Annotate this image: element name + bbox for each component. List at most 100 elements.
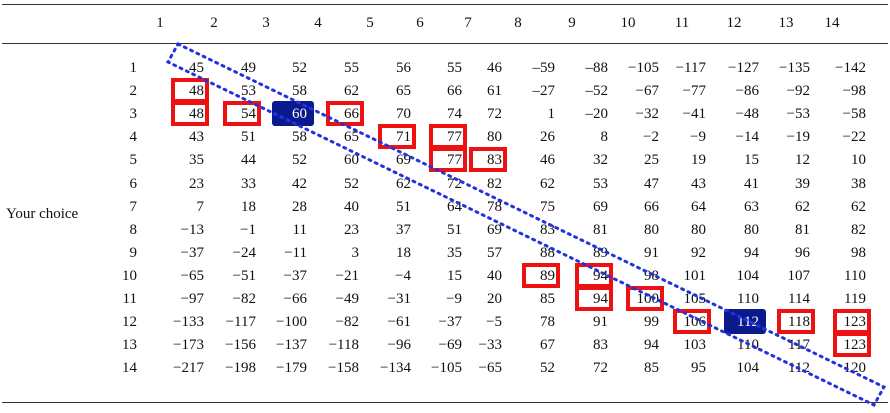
- column-header-7: 7: [464, 15, 472, 31]
- table-cell: −65: [478, 360, 502, 376]
- table-cell: 43: [691, 176, 706, 192]
- table-cell: −118: [328, 337, 359, 353]
- table-cell: −5: [486, 314, 502, 330]
- table-cell: 78: [540, 314, 555, 330]
- table-cell: 38: [851, 176, 866, 192]
- table-cell: 72: [487, 106, 502, 122]
- table-cell: 20: [487, 291, 502, 307]
- table-cell: −53: [786, 106, 810, 122]
- table-cell: 48: [189, 106, 204, 122]
- row-header-1: 1: [129, 60, 138, 76]
- table-cell: 92: [691, 245, 706, 261]
- column-header-9: 9: [568, 15, 576, 31]
- table-cell: 82: [851, 222, 866, 238]
- table-cell: 58: [292, 83, 307, 99]
- table-cell: −97: [180, 291, 204, 307]
- table-cell: −173: [173, 337, 204, 353]
- table-cell: −37: [283, 268, 307, 284]
- table-cell: 110: [844, 268, 866, 284]
- table-cell: 19: [691, 152, 706, 168]
- row-header-4: 4: [129, 129, 138, 145]
- table-cell: −135: [779, 60, 810, 76]
- table-cell: 58: [292, 129, 307, 145]
- table-cell: 80: [691, 222, 706, 238]
- table-cell: −92: [786, 83, 810, 99]
- table-cell: 55: [344, 60, 359, 76]
- table-cell: 83: [540, 222, 555, 238]
- table-cell: 23: [189, 176, 204, 192]
- table-cell: 88: [540, 245, 555, 261]
- table-cell: 1: [547, 106, 556, 122]
- table-cell: −65: [180, 268, 204, 284]
- table-cell: 69: [487, 222, 502, 238]
- table-cell: 48: [189, 83, 204, 99]
- table-cell: 52: [292, 60, 307, 76]
- row-header-5: 5: [129, 152, 138, 168]
- table-cell: 89: [540, 268, 555, 284]
- row-header-9: 9: [129, 245, 138, 261]
- table-cell: 39: [795, 176, 810, 192]
- row-header-11: 11: [122, 291, 137, 307]
- row-header-10: 10: [122, 268, 137, 284]
- table-cell: 11: [292, 222, 307, 238]
- row-header-2: 2: [129, 83, 138, 99]
- table-cell: −158: [328, 360, 359, 376]
- row-header-12: 12: [122, 314, 137, 330]
- table-cell: –59: [532, 60, 556, 76]
- row-header-14: 14: [122, 360, 137, 376]
- table-cell: 43: [189, 129, 204, 145]
- table-cell: 46: [487, 60, 502, 76]
- table-cell: 61: [487, 83, 502, 99]
- column-header-8: 8: [514, 15, 522, 31]
- table-cell: 62: [344, 83, 359, 99]
- table-cell: −9: [690, 129, 706, 145]
- table-cell: 26: [540, 129, 555, 145]
- table-cell: −49: [335, 291, 359, 307]
- table-cell: −22: [842, 129, 866, 145]
- column-header-2: 2: [210, 15, 218, 31]
- column-header-1: 1: [156, 15, 164, 31]
- row-header-8: 8: [129, 222, 138, 238]
- table-cell: 82: [487, 176, 502, 192]
- table-cell: −19: [786, 129, 810, 145]
- table-cell: 57: [487, 245, 502, 261]
- column-header-13: 13: [778, 15, 794, 31]
- table-cell: 12: [795, 152, 810, 168]
- table-cell: –27: [532, 83, 556, 99]
- table-cell: 62: [851, 199, 866, 215]
- table-cell: −33: [478, 337, 502, 353]
- table-cell: 28: [292, 199, 307, 215]
- table-cell: 60: [344, 152, 359, 168]
- column-header-10: 10: [620, 15, 636, 31]
- column-header-11: 11: [674, 15, 690, 31]
- bottom-rule: [2, 402, 888, 403]
- table-cell: 118: [788, 314, 810, 330]
- table-cell: 66: [344, 106, 359, 122]
- table-cell: 80: [487, 129, 502, 145]
- table-cell: 81: [795, 222, 810, 238]
- table-cell: 62: [795, 199, 810, 215]
- table-cell: −100: [276, 314, 307, 330]
- table-cell: −77: [682, 83, 706, 99]
- table-cell: −98: [842, 83, 866, 99]
- table-cell: 46: [540, 152, 555, 168]
- column-header-4: 4: [314, 15, 322, 31]
- table-cell: −217: [173, 360, 204, 376]
- table-cell: 65: [344, 129, 359, 145]
- table-cell: 96: [795, 245, 810, 261]
- table-cell: 107: [787, 268, 811, 284]
- table-cell: −82: [335, 314, 359, 330]
- table-cell: 101: [683, 268, 707, 284]
- table-cell: 52: [344, 176, 359, 192]
- table-cell: 7: [196, 199, 205, 215]
- row-header-6: 6: [129, 176, 138, 192]
- table-cell: 40: [487, 268, 502, 284]
- row-header-13: 13: [122, 337, 137, 353]
- table-cell: 114: [788, 291, 810, 307]
- table-cell: −117: [675, 60, 706, 76]
- table-cell: 60: [292, 106, 307, 122]
- table-cell: 45: [189, 60, 204, 76]
- table-cell: 83: [487, 152, 502, 168]
- table-cell: −41: [682, 106, 706, 122]
- table-cell: −11: [284, 245, 307, 261]
